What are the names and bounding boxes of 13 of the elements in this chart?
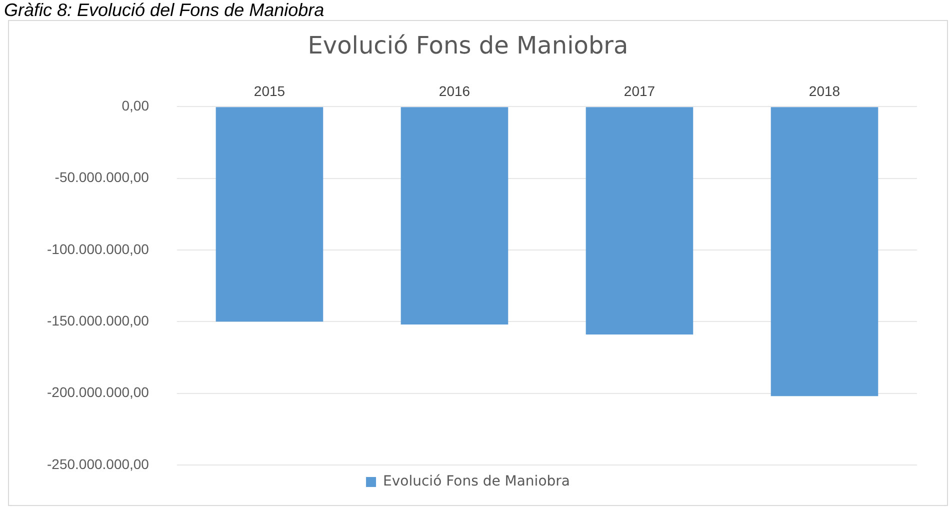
y-tick-label: -150.000.000,00 [46, 312, 150, 328]
y-tick-label: 0,00 [122, 97, 150, 114]
text: Gràfic 8: Evolució del Fons de Maniobra [3, 0, 326, 20]
chart-title: Evolució Fons de Maniobra [308, 32, 628, 60]
y-tick-label: -200.000.000,00 [46, 384, 150, 400]
x-tick-label: 2016 [438, 83, 470, 100]
legend-label: Evolució Fons de Maniobra [383, 474, 570, 490]
y-tick-label: -100.000.000,00 [46, 240, 150, 257]
y-tick-label: -50.000.000,00 [54, 169, 150, 186]
y-tick-label: -250.000.000,00 [46, 456, 150, 472]
x-tick-label: 2017 [624, 83, 656, 100]
x-tick-label: 2015 [254, 83, 286, 100]
x-tick-label: 2018 [808, 83, 840, 100]
